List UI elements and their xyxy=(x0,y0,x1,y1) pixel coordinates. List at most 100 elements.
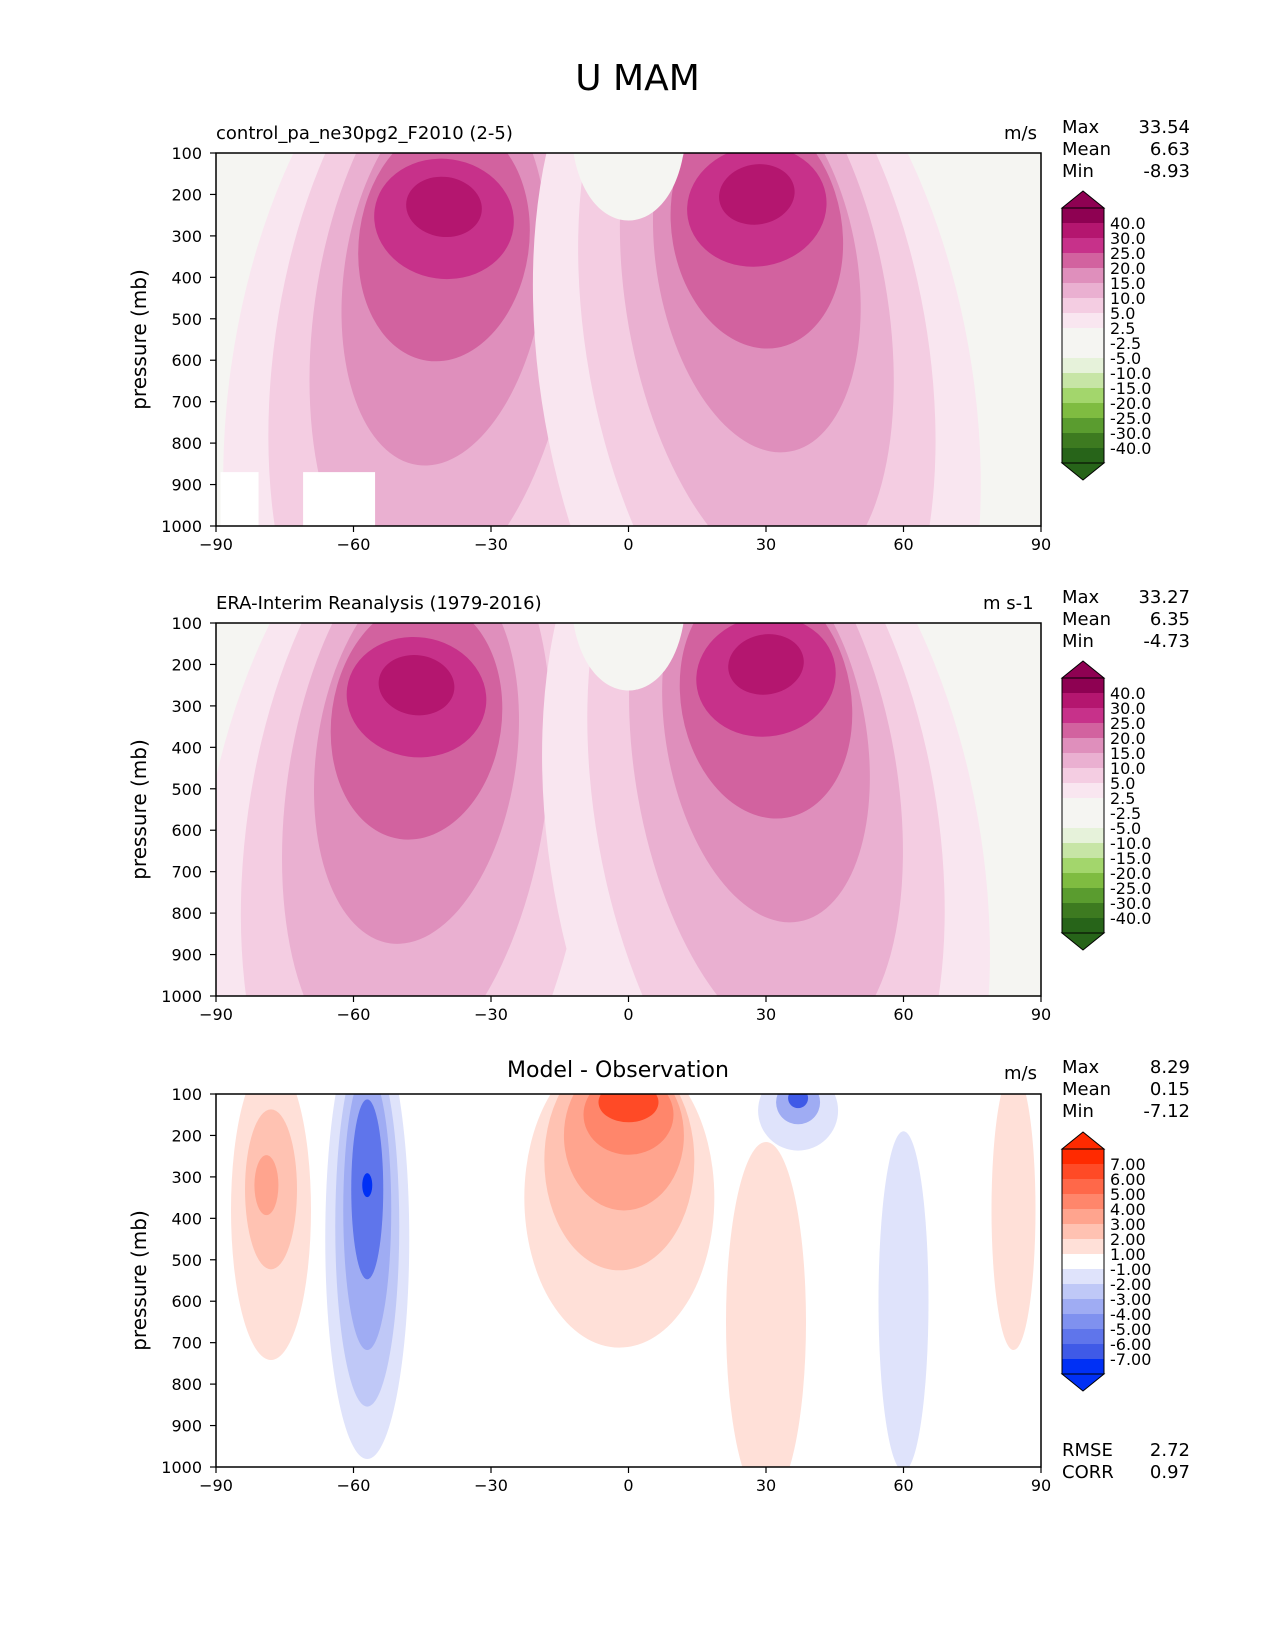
difference-contour-12 xyxy=(598,1094,659,1123)
y-tick-label: 400 xyxy=(171,268,202,287)
x-tick-label: −90 xyxy=(199,535,233,554)
y-tick-label: 200 xyxy=(171,1126,202,1145)
colorbar-tick-label: -2.00 xyxy=(1110,1275,1151,1294)
colorbar-segment xyxy=(1062,1224,1104,1239)
colorbar-tick-label: 40.0 xyxy=(1110,684,1146,703)
y-tick-label: 600 xyxy=(171,351,202,370)
x-tick-label: 0 xyxy=(623,1005,633,1024)
colorbar-segment xyxy=(1062,1209,1104,1224)
colorbar: 40.030.025.020.015.010.05.02.5-2.5-5.0-1… xyxy=(1060,190,1151,481)
panel-units: m/s xyxy=(1004,1063,1037,1084)
difference-contour-14 xyxy=(776,1094,821,1125)
x-tick-label: 0 xyxy=(623,1476,633,1495)
panel-model: −90 −60 −30 0 30 60 90 100 200 300 400 500 600 700 800… xyxy=(0,0,1275,554)
x-tick-label: −60 xyxy=(337,1476,371,1495)
difference-contour-15 xyxy=(788,1094,809,1109)
colorbar-segment xyxy=(1062,1329,1104,1344)
colorbar-tick-label: -10.0 xyxy=(1110,834,1151,853)
colorbar-tick-label: -3.00 xyxy=(1110,1290,1151,1309)
colorbar-segment xyxy=(1062,1284,1104,1299)
colorbar-segment xyxy=(1062,208,1104,223)
x-tick-label: 90 xyxy=(1031,1005,1051,1024)
colorbar-segment xyxy=(1062,678,1104,693)
colorbar-tick-label: 4.00 xyxy=(1110,1200,1146,1219)
panel-title: Model - Observation xyxy=(507,1058,729,1083)
colorbar-segment xyxy=(1062,253,1104,268)
y-tick-label: 300 xyxy=(171,1168,202,1187)
panel-title: ERA-Interim Reanalysis (1979-2016) xyxy=(216,593,542,614)
y-tick-label: 500 xyxy=(171,310,202,329)
colorbar-tick-label: 5.0 xyxy=(1110,774,1135,793)
colorbar-tick-label: -20.0 xyxy=(1110,394,1151,413)
colorbar-tick-label: 7.00 xyxy=(1110,1155,1146,1174)
colorbar-tick-label: 20.0 xyxy=(1110,259,1146,278)
colorbar-tick-label: -15.0 xyxy=(1110,379,1151,398)
x-tick-label: −30 xyxy=(474,1005,508,1024)
masked-region xyxy=(220,1413,293,1467)
colorbar-tick-label: -40.0 xyxy=(1110,439,1151,458)
colorbar-tick-label: -30.0 xyxy=(1110,424,1151,443)
y-tick-label: 100 xyxy=(171,1085,202,1104)
colorbar-segment xyxy=(1062,238,1104,253)
colorbar-segment xyxy=(1062,888,1104,903)
colorbar-tick-label: 2.00 xyxy=(1110,1230,1146,1249)
x-tick-label: 60 xyxy=(893,535,913,554)
colorbar-tick-label: 15.0 xyxy=(1110,744,1146,763)
colorbar-extend-bottom xyxy=(1060,1373,1106,1392)
colorbar-segment xyxy=(1062,738,1104,753)
panel-difference: −90 −60 −30 0 30 60 90 100 200 300 400 500 600 700 800… xyxy=(0,0,1275,1495)
y-tick-label: 400 xyxy=(171,738,202,757)
x-tick-label: 30 xyxy=(756,1476,776,1495)
colorbar-tick-label: -4.00 xyxy=(1110,1305,1151,1324)
colorbar-tick-label: 30.0 xyxy=(1110,699,1146,718)
panel-observation: −90 −60 −30 0 30 60 90 100 200 300 400 500 600 700 800… xyxy=(0,0,1275,1024)
colorbar-segment xyxy=(1062,328,1104,343)
equatorial-gap xyxy=(573,623,684,691)
x-tick-label: 60 xyxy=(893,1476,913,1495)
colorbar-tick-label: -1.00 xyxy=(1110,1260,1151,1279)
y-tick-label: 900 xyxy=(171,946,202,965)
panel-units: m/s xyxy=(1004,123,1037,144)
colorbar-tick-label: 1.00 xyxy=(1110,1245,1146,1264)
y-tick-label: 100 xyxy=(171,614,202,633)
x-tick-label: 90 xyxy=(1031,1476,1051,1495)
y-tick-label: 700 xyxy=(171,863,202,882)
y-tick-label: 500 xyxy=(171,780,202,799)
jet-north-level-6 xyxy=(719,164,795,225)
equatorial-gap xyxy=(573,153,684,221)
colorbar-tick-label: 5.0 xyxy=(1110,304,1135,323)
colorbar-segment xyxy=(1062,298,1104,313)
colorbar-tick-label: -2.5 xyxy=(1110,334,1141,353)
y-tick-label: 1000 xyxy=(161,517,202,536)
colorbar-segment xyxy=(1062,418,1104,433)
contour-field xyxy=(216,623,1041,996)
colorbar-segment xyxy=(1062,1194,1104,1209)
colorbar-segment xyxy=(1062,873,1104,888)
colorbar-segment xyxy=(1062,1239,1104,1254)
colorbar-segment xyxy=(1062,223,1104,238)
y-tick-label: 800 xyxy=(171,1375,202,1394)
colorbar-tick-label: 6.00 xyxy=(1110,1170,1146,1189)
y-axis-label: pressure (mb) xyxy=(127,1210,151,1351)
x-tick-label: −30 xyxy=(474,1476,508,1495)
colorbar-segment xyxy=(1062,903,1104,918)
colorbar-frame xyxy=(1061,677,1105,934)
colorbar-segment xyxy=(1062,858,1104,873)
colorbar-tick-label: -7.00 xyxy=(1110,1350,1151,1369)
difference-contour-18 xyxy=(991,1094,1036,1351)
colorbar-segment xyxy=(1062,388,1104,403)
colorbar-tick-label: -2.5 xyxy=(1110,804,1141,823)
colorbar-segment xyxy=(1062,1299,1104,1314)
y-tick-label: 800 xyxy=(171,904,202,923)
colorbar-segment xyxy=(1062,768,1104,783)
y-tick-label: 900 xyxy=(171,476,202,495)
colorbar-tick-label: -40.0 xyxy=(1110,909,1151,928)
colorbar-tick-label: -15.0 xyxy=(1110,849,1151,868)
y-tick-label: 800 xyxy=(171,434,202,453)
y-tick-label: 200 xyxy=(171,185,202,204)
colorbar-tick-label: 3.00 xyxy=(1110,1215,1146,1234)
difference-contour-2 xyxy=(254,1155,279,1216)
x-tick-label: 30 xyxy=(756,535,776,554)
colorbar-tick-label: 30.0 xyxy=(1110,229,1146,248)
